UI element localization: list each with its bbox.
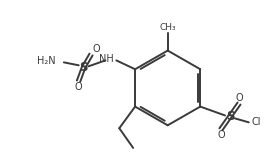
Text: O: O (217, 130, 225, 140)
Text: H₂N: H₂N (37, 56, 56, 66)
Text: O: O (75, 82, 82, 92)
Text: O: O (235, 93, 243, 103)
Text: Cl: Cl (252, 117, 261, 127)
Text: S: S (226, 110, 234, 123)
Text: CH₃: CH₃ (159, 23, 176, 32)
Text: S: S (79, 61, 88, 74)
Text: NH: NH (99, 54, 113, 64)
Text: O: O (92, 43, 100, 53)
